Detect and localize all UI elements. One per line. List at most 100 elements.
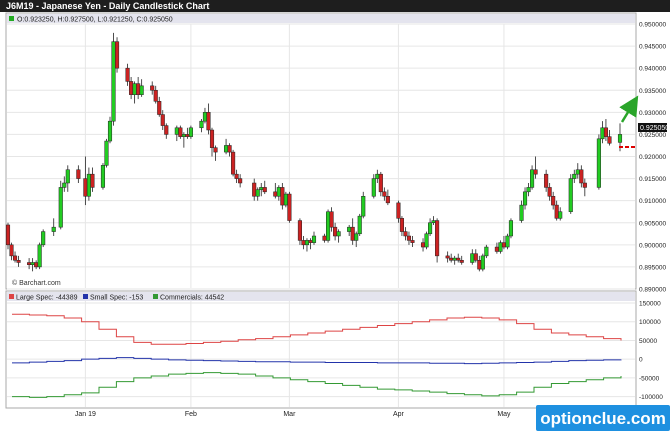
candle-body: [399, 218, 404, 232]
candle-body: [554, 204, 559, 219]
candle-body: [508, 220, 514, 237]
candle-body: [473, 253, 478, 261]
x-tick-label: Apr: [393, 411, 405, 418]
candle-body: [498, 242, 503, 252]
candle-body: [575, 169, 580, 175]
cot-series-line: [12, 357, 622, 365]
candle-body: [129, 81, 134, 95]
price-tick-label: 0.935000: [639, 88, 666, 95]
candle-body: [280, 187, 285, 206]
candle-body: [551, 196, 556, 206]
candle-body: [16, 260, 21, 263]
candle-body: [459, 260, 464, 263]
cot-legend: Large Spec: -44389 Small Spec: -153 Commer…: [7, 292, 635, 302]
cot-series-line: [12, 372, 622, 398]
candle-body: [30, 262, 35, 265]
cot-legend-label: Small Spec: -153: [90, 295, 143, 302]
candle-body: [452, 257, 457, 261]
price-tick-label: 0.940000: [639, 66, 666, 73]
x-axis: Jan 19 Feb Mar Apr May: [75, 411, 511, 418]
cot-legend-label: Large Spec: -44389: [16, 295, 78, 302]
cot-legend-label: Commercials: 44542: [160, 295, 224, 302]
candle-body: [202, 112, 208, 122]
candle-body: [125, 67, 130, 82]
cot-grid: [7, 292, 635, 407]
cot-panel-frame: [5, 290, 637, 409]
candle-body: [238, 178, 243, 184]
candle-body: [276, 187, 281, 197]
candle-body: [530, 169, 535, 188]
candle-body: [65, 169, 70, 184]
candle-body: [431, 220, 436, 224]
candle-body: [445, 255, 450, 259]
price-tick-label: 0.945000: [639, 44, 666, 51]
candle-body: [174, 127, 179, 135]
candle-body: [371, 178, 376, 197]
cot-tick-label: 100000: [639, 319, 661, 326]
candle-body: [150, 85, 155, 91]
cot-series: [12, 313, 622, 398]
cot-legend-swatch: [153, 294, 158, 299]
brand-label: optionclue.com: [540, 409, 666, 428]
candle-body: [505, 235, 510, 248]
cot-tick-label: 50000: [639, 338, 657, 345]
candle-body: [579, 169, 584, 184]
candle-body: [199, 120, 204, 129]
candle-body: [86, 173, 91, 197]
price-tick-label: 0.920000: [639, 154, 666, 161]
candle-body: [435, 220, 440, 257]
candle-body: [396, 202, 401, 219]
x-tick-label: Jan 19: [75, 411, 96, 418]
cot-tick-label: -50000: [639, 375, 660, 382]
title-bar: [0, 0, 670, 12]
price-tick-label: 0.900000: [639, 242, 666, 249]
cot-tick-label: 0: [639, 357, 643, 364]
watermark: © Barchart.com: [12, 279, 61, 287]
candle-body: [428, 222, 433, 235]
candle-body: [470, 253, 475, 263]
candle-body: [153, 90, 158, 102]
cot-legend-swatch: [83, 294, 88, 299]
candle-body: [83, 178, 88, 197]
candle-body: [617, 134, 623, 143]
candle-body: [375, 173, 380, 179]
x-tick-label: Feb: [185, 411, 197, 418]
chart-title: J6M19 - Japanese Yen - Daily Candlestick…: [6, 1, 209, 11]
candle-body: [160, 114, 165, 126]
candle-body: [139, 85, 144, 95]
candle-body: [41, 231, 46, 246]
price-tick-label: 0.950000: [639, 22, 666, 29]
candle-body: [9, 244, 14, 257]
candle-body: [58, 187, 63, 228]
price-y-axis: 0.950000 0.945000 0.940000 0.935000 0.930000…: [639, 22, 666, 294]
candle-body: [385, 196, 390, 204]
cot-y-axis: 150000 100000 50000 0 -50000 -100000: [639, 301, 663, 402]
candle-body: [107, 120, 113, 142]
price-tick-label: 0.895000: [639, 264, 666, 271]
candle-body: [484, 246, 489, 257]
candle-body: [5, 224, 11, 246]
cot-legend-swatch: [9, 294, 14, 299]
candle-body: [547, 187, 552, 197]
candle-body: [326, 211, 331, 241]
candle-body: [596, 138, 601, 188]
candle-body: [12, 255, 18, 261]
candle-body: [104, 140, 109, 166]
candle-body: [114, 41, 120, 69]
candle-body: [136, 83, 141, 95]
candle-body: [209, 129, 215, 148]
candle-body: [224, 145, 229, 153]
candle-body: [297, 220, 302, 241]
candle-body: [501, 242, 506, 248]
candle-body: [544, 173, 549, 188]
ohlc-strip: [7, 14, 635, 23]
price-tick-label: 0.890000: [639, 287, 666, 294]
candle-body: [273, 191, 278, 197]
cot-legend-strip: [7, 292, 635, 301]
candle-body: [526, 187, 531, 193]
candle-body: [322, 235, 327, 241]
price-tick-label: 0.910000: [639, 198, 666, 205]
candle-body: [406, 235, 412, 241]
candle-body: [252, 182, 257, 197]
